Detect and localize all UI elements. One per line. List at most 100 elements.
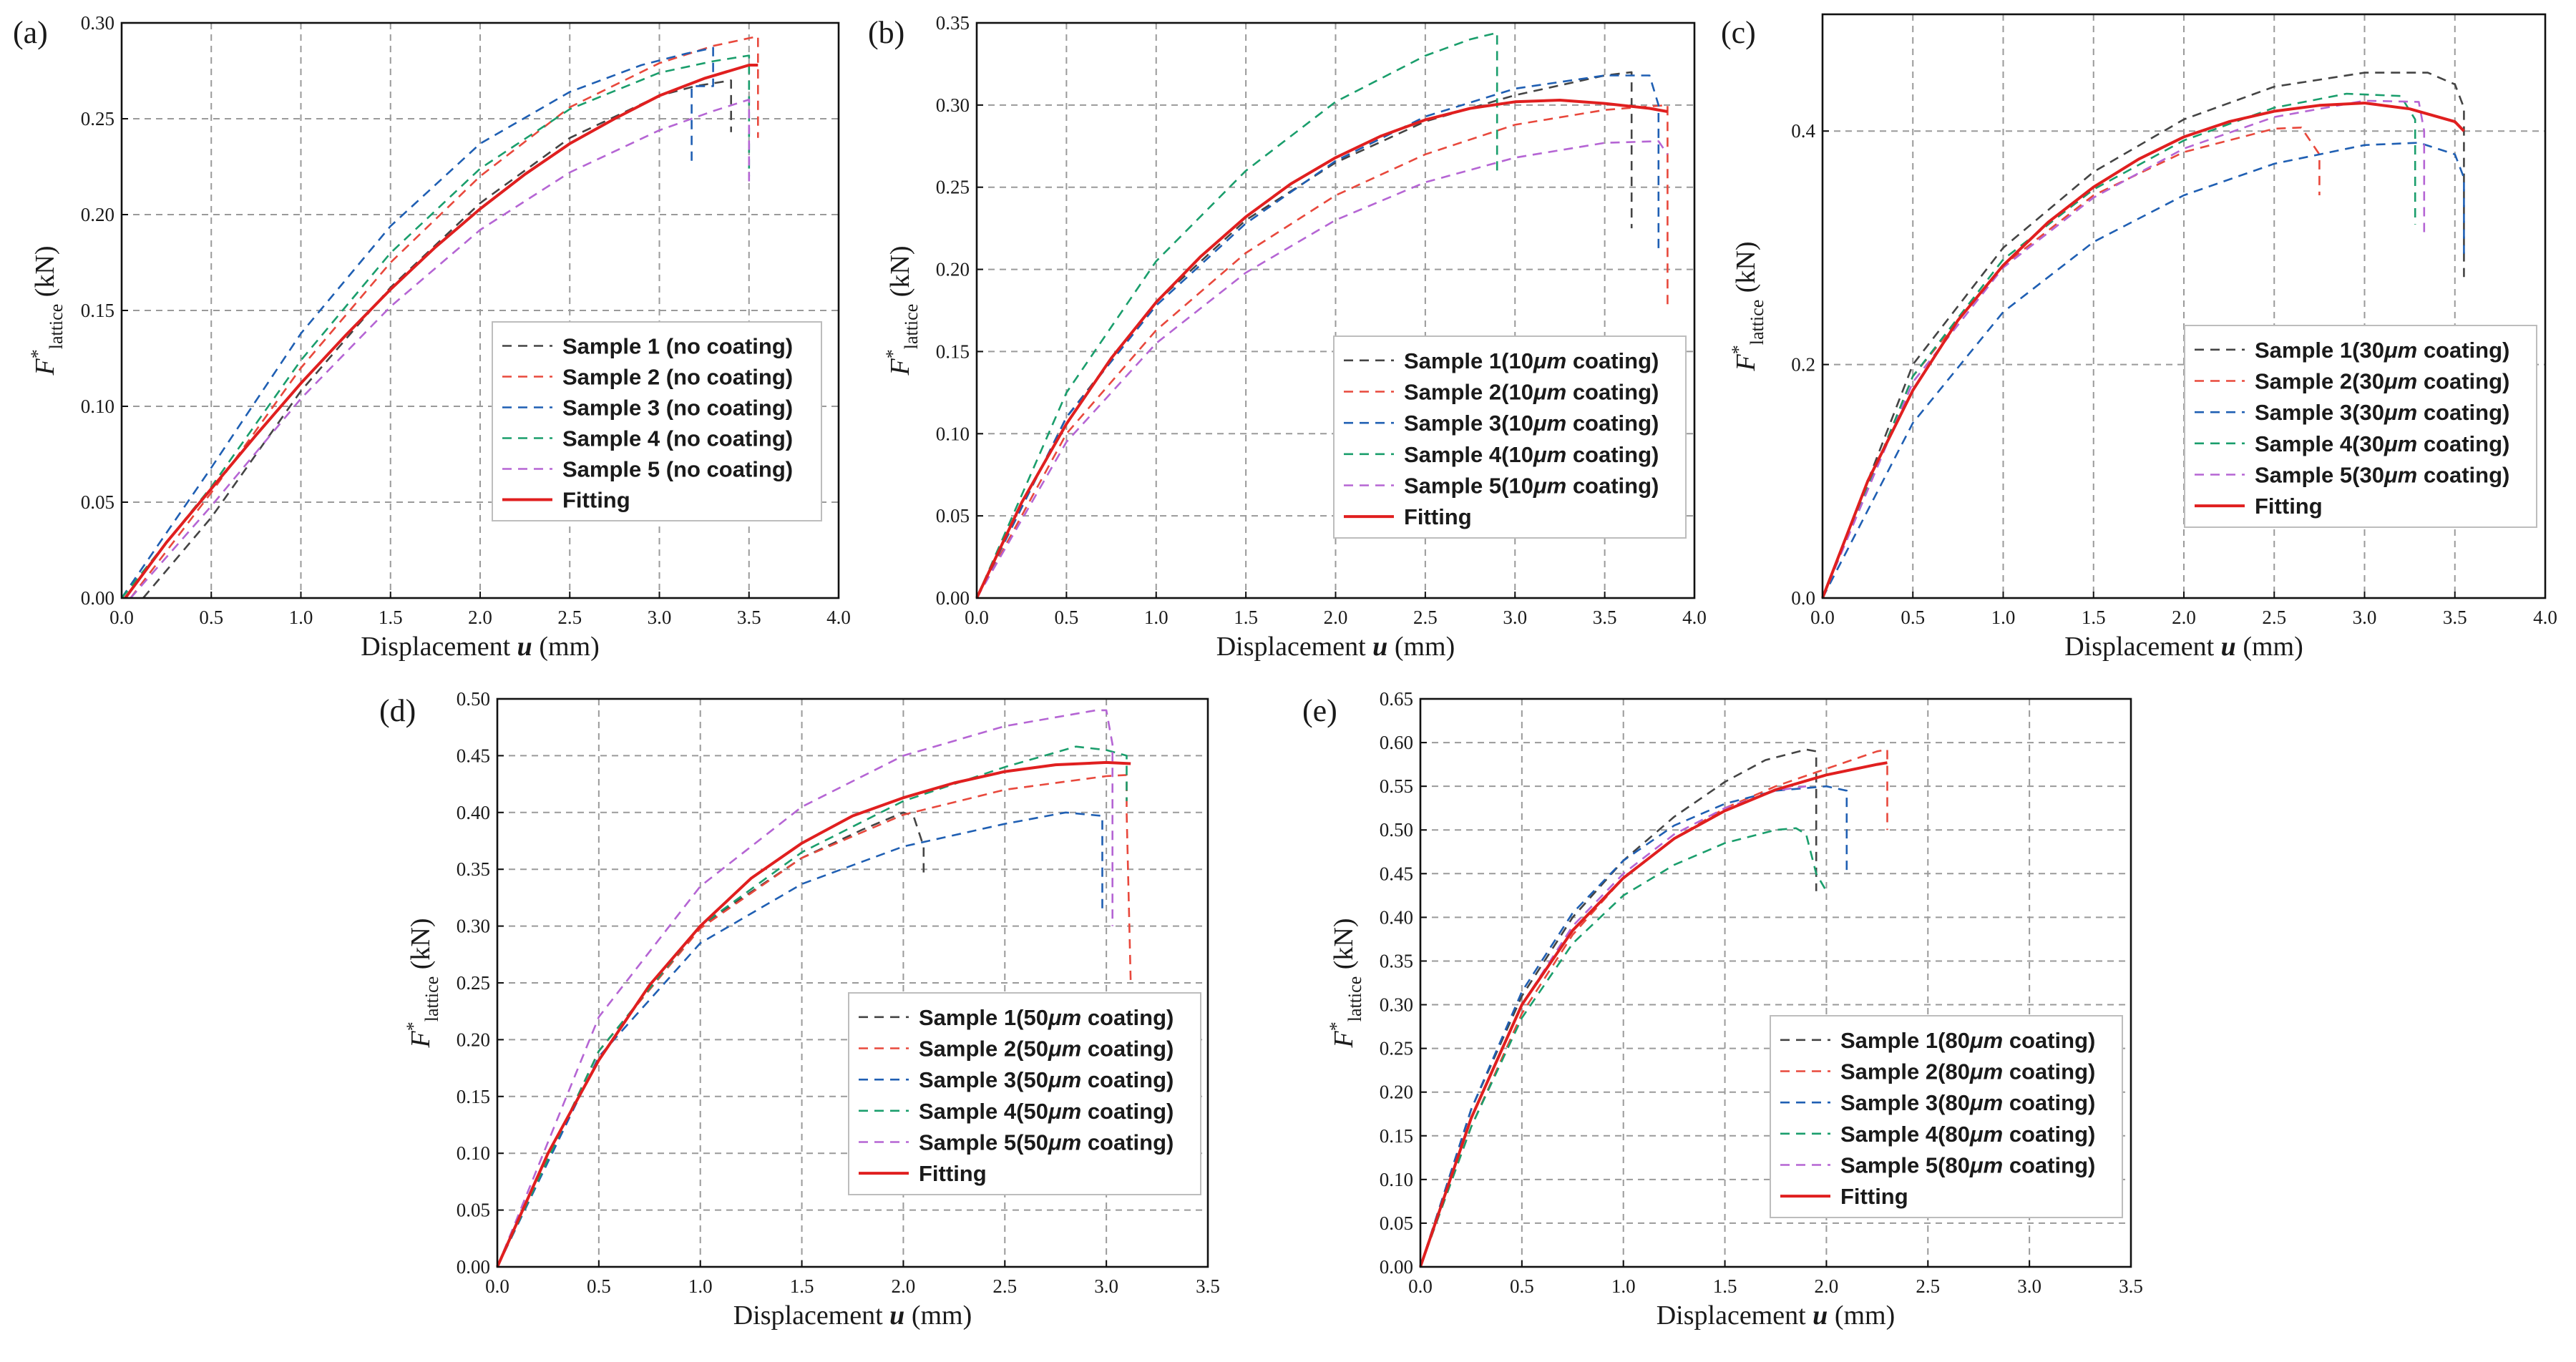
y-axis-label-symbol: F: [1731, 354, 1761, 372]
y-axis-label-symbol: F: [1329, 1031, 1359, 1049]
y-tick-label: 0.25: [457, 972, 490, 994]
y-tick-label: 0.35: [1380, 950, 1413, 971]
x-tick-label: 0.5: [199, 607, 223, 628]
x-axis-label-var: u: [1813, 1300, 1828, 1331]
x-tick-label: 1.5: [1713, 1275, 1737, 1297]
x-tick-label: 0.0: [485, 1275, 509, 1297]
y-tick-label: 0.65: [1380, 688, 1413, 710]
y-tick-label: 0.50: [1380, 819, 1413, 841]
legend-label-5: Sample 5(30μm coating): [2255, 463, 2509, 488]
legend-label-5: Sample 5(80μm coating): [1840, 1153, 2095, 1178]
x-tick-label: 2.0: [1815, 1275, 1839, 1297]
x-axis-label: Displacement u (mm): [1216, 632, 1455, 662]
legend-text-part: μm: [2384, 463, 2417, 488]
legend: Sample 1 (no coating) Sample 2 (no coatin…: [492, 321, 822, 521]
legend-text-part: μm: [2384, 400, 2417, 425]
x-tick-label: 3.5: [737, 607, 761, 628]
legend-text-part: μm: [1969, 1090, 2003, 1115]
plot-frame: [1419, 697, 2132, 1268]
x-tick-label: 1.0: [1991, 607, 2016, 628]
y-axis-label-unit: (kN): [406, 918, 436, 976]
legend-text-part: Sample 1 (no coating): [562, 334, 793, 359]
y-tick-label: 0.2: [1791, 354, 1815, 376]
y-tick-label: 0.15: [936, 340, 970, 362]
legend-text-part: Sample 4(30: [2255, 431, 2384, 456]
x-axis-label-text: Displacement: [2064, 632, 2220, 662]
legend-box: [2184, 325, 2537, 528]
series-line-6: [496, 760, 1131, 1268]
y-tick-label: 0.20: [81, 204, 114, 225]
legend-text-part: Sample 2(10: [1404, 380, 1533, 405]
y-axis-label: F*lattice (kN): [882, 246, 922, 376]
x-axis-label: Displacement u (mm): [1657, 1300, 1896, 1331]
legend-label-4: Sample 4 (no coating): [562, 426, 793, 451]
x-axis-label-unit: (mm): [2236, 632, 2303, 662]
legend-text-part: Sample 2 (no coating): [562, 365, 793, 390]
y-tick-label: 0.05: [81, 491, 114, 513]
legend-label-4: Sample 4(50μm coating): [919, 1099, 1174, 1124]
plot-frame: [1821, 13, 2547, 599]
y-tick-label: 0.10: [81, 396, 114, 417]
x-tick-label: 2.0: [2172, 607, 2196, 628]
chart-panel-4: 0.0 0.5 1.0 1.5 2.0 2.5 3.0 3.5 0.00 0.05 0.10 0.15…: [379, 688, 1220, 1331]
legend-box: [848, 992, 1201, 1195]
series-line-4: [120, 54, 751, 599]
legend-text-part: Fitting: [562, 488, 630, 513]
legend-text-part: coating): [2003, 1153, 2095, 1178]
x-tick-label: 1.0: [1144, 607, 1169, 628]
legend-text-part: coating): [2003, 1122, 2095, 1147]
legend-text-part: coating): [2003, 1028, 2095, 1053]
y-axis-label-unit: (kN): [885, 246, 915, 304]
y-tick-label: 0.20: [1380, 1082, 1413, 1103]
legend-label-6: Fitting: [562, 488, 630, 513]
y-tick-label: 0.05: [457, 1200, 490, 1221]
legend-text-part: Sample 1(80: [1840, 1028, 1970, 1053]
x-tick-label: 2.0: [468, 607, 492, 628]
legend-label-5: Sample 5(10μm coating): [1404, 474, 1659, 499]
legend-text-part: Sample 3 (no coating): [562, 396, 793, 421]
panel-label: (c): [1721, 15, 1756, 50]
x-axis-label: Displacement u (mm): [361, 632, 600, 662]
legend-text-part: coating): [1081, 1099, 1174, 1124]
legend: Sample 1(50μm coating)Sample 2(50μm coat…: [848, 992, 1201, 1195]
x-tick-label: 1.5: [2082, 607, 2106, 628]
x-tick-label: 0.5: [1510, 1275, 1534, 1297]
x-tick-label: 1.0: [688, 1275, 713, 1297]
y-axis-label-sub: lattice: [421, 976, 442, 1022]
x-axis-label-var: u: [1372, 632, 1387, 662]
legend-text-part: coating): [1566, 411, 1659, 436]
x-axis-label-unit: (mm): [904, 1300, 972, 1331]
series-line-6: [1821, 102, 2465, 599]
legend-text-part: coating): [2003, 1090, 2095, 1115]
legend-text-part: Sample 2(80: [1840, 1059, 1970, 1084]
x-axis-label-unit: (mm): [532, 632, 600, 662]
legend-text-part: Sample 3(80: [1840, 1090, 1970, 1115]
plot-frame: [120, 21, 840, 599]
series-line-6: [1419, 761, 1888, 1268]
x-tick-label: 0.5: [587, 1275, 611, 1297]
panel-label: (d): [379, 693, 416, 728]
legend-label-5: Sample 5(50μm coating): [919, 1130, 1174, 1155]
legend-text-part: coating): [1081, 1005, 1174, 1030]
x-axis-label-unit: (mm): [1387, 632, 1455, 662]
legend-text-part: Sample 5(30: [2255, 463, 2384, 488]
y-tick-label: 0.45: [457, 745, 490, 766]
y-axis-label-unit: (kN): [1329, 918, 1359, 976]
legend-text-part: μm: [2384, 369, 2417, 394]
legend-label-6: Fitting: [1404, 504, 1472, 529]
y-tick-label: 0.00: [457, 1256, 490, 1278]
x-tick-label: 0.0: [965, 607, 989, 628]
y-tick-label: 0.35: [936, 12, 970, 34]
y-tick-label: 0.00: [81, 587, 114, 609]
legend-text-part: Fitting: [919, 1161, 987, 1186]
legend-text-part: μm: [1969, 1153, 2003, 1178]
legend-text-part: Sample 3(50: [919, 1067, 1048, 1092]
x-axis-label: Displacement u (mm): [2064, 632, 2303, 662]
x-tick-label: 4.0: [826, 607, 851, 628]
legend-label-4: Sample 4(10μm coating): [1404, 442, 1659, 467]
series-line-2: [1821, 127, 2321, 599]
y-axis-label-sup: *: [1326, 1022, 1347, 1031]
series-line-5: [130, 98, 751, 599]
series-line-5: [496, 709, 1113, 1268]
